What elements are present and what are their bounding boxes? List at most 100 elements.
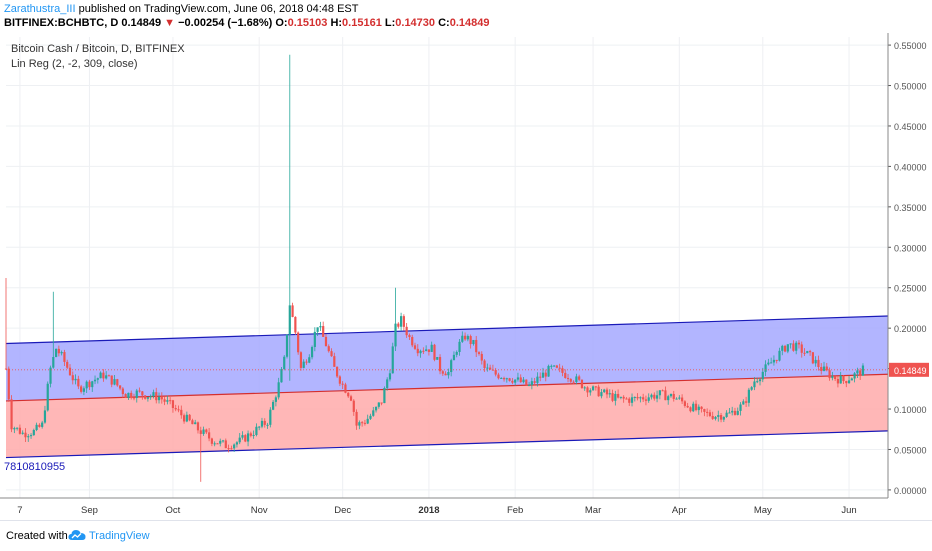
candle-body bbox=[102, 372, 105, 379]
candle-body bbox=[63, 352, 66, 362]
candle-body bbox=[135, 390, 138, 399]
candle-body bbox=[758, 379, 762, 382]
close-value: 0.14849 bbox=[449, 17, 490, 29]
candle-body bbox=[795, 342, 798, 351]
candle-body bbox=[770, 362, 773, 364]
open-label: O: bbox=[275, 17, 288, 29]
x-tick-label: Jun bbox=[841, 505, 856, 516]
candle-body bbox=[319, 326, 322, 328]
candle-body bbox=[347, 392, 350, 397]
publish-text: published on TradingView.com, June 06, 2… bbox=[78, 3, 359, 15]
candle-body bbox=[466, 336, 469, 340]
candle-body bbox=[205, 429, 208, 433]
candle-body bbox=[850, 378, 853, 381]
candle-body bbox=[753, 381, 756, 388]
candle-body bbox=[725, 412, 728, 417]
x-tick-label: 7 bbox=[17, 505, 22, 516]
candle-body bbox=[324, 336, 328, 347]
candle-body bbox=[399, 316, 403, 327]
candle-body bbox=[221, 440, 225, 442]
author-link[interactable]: Zarathustra_III bbox=[4, 3, 76, 15]
candle-body bbox=[333, 356, 336, 367]
candle-body bbox=[461, 335, 464, 342]
candle-body bbox=[18, 427, 22, 434]
candle-body bbox=[597, 386, 600, 397]
y-tick-label: 0.55000 bbox=[894, 41, 927, 51]
open-value: 0.15103 bbox=[287, 17, 328, 29]
candle-body bbox=[107, 375, 111, 377]
candle-body bbox=[269, 409, 272, 425]
candle-body bbox=[580, 379, 584, 389]
chart-legend: Bitcoin Cash / Bitcoin, D, BITFINEX Lin … bbox=[11, 42, 185, 72]
candle-body bbox=[113, 379, 116, 385]
candle-body bbox=[472, 339, 475, 345]
legend-title: Bitcoin Cash / Bitcoin, D, BITFINEX bbox=[11, 43, 185, 55]
x-tick-label: Apr bbox=[672, 505, 687, 516]
candle-body bbox=[316, 327, 319, 332]
candle-body bbox=[775, 359, 778, 361]
candle-body bbox=[533, 381, 536, 383]
candle-body bbox=[374, 406, 378, 411]
candle-body bbox=[781, 345, 784, 351]
candle-body bbox=[7, 368, 10, 400]
candle-body bbox=[416, 348, 419, 354]
candle-body bbox=[68, 367, 72, 376]
candle-body bbox=[853, 373, 856, 379]
tradingview-cloud-icon[interactable] bbox=[68, 529, 86, 541]
candle-body bbox=[310, 346, 314, 358]
candle-body bbox=[138, 390, 141, 392]
candle-body bbox=[700, 406, 703, 410]
regression-channel bbox=[5, 315, 889, 459]
candle-body bbox=[739, 404, 742, 411]
candle-body bbox=[861, 365, 865, 376]
y-tick-label: 0.40000 bbox=[894, 162, 927, 172]
candle-body bbox=[52, 357, 55, 368]
candle-body bbox=[650, 394, 653, 398]
candle-body bbox=[483, 360, 486, 369]
candle-body bbox=[603, 389, 606, 393]
y-tick-label: 0.50000 bbox=[894, 82, 927, 92]
candle-body bbox=[831, 376, 834, 379]
tradingview-brand[interactable]: TradingView bbox=[89, 530, 150, 542]
candle-body bbox=[433, 344, 436, 360]
candle-body bbox=[386, 379, 389, 388]
candle-body bbox=[182, 415, 186, 422]
candle-body bbox=[38, 424, 41, 427]
candle-body bbox=[274, 397, 277, 402]
candle-body bbox=[363, 422, 367, 424]
candle-body bbox=[839, 375, 842, 384]
candle-body bbox=[564, 372, 567, 378]
candle-body bbox=[249, 433, 252, 436]
low-value: 0.14730 bbox=[395, 17, 436, 29]
candle-body bbox=[358, 422, 361, 426]
candle-body bbox=[463, 335, 467, 340]
candle-body bbox=[160, 396, 163, 400]
candle-body bbox=[834, 376, 837, 380]
candle-body bbox=[202, 429, 205, 434]
candle-body bbox=[589, 390, 592, 393]
candle-body bbox=[144, 395, 147, 399]
y-tick-label: 0.05000 bbox=[894, 445, 927, 455]
candle-body bbox=[422, 350, 425, 352]
down-arrow-icon: ▼ bbox=[164, 17, 176, 29]
candle-body bbox=[591, 386, 595, 391]
candle-body bbox=[380, 402, 383, 404]
candle-body bbox=[745, 401, 748, 403]
candle-body bbox=[402, 316, 405, 327]
candle-body bbox=[539, 376, 542, 378]
candle-body bbox=[806, 351, 809, 354]
candle-body bbox=[427, 349, 431, 352]
price-chart[interactable]: 0.000000.050000.100000.150000.200000.250… bbox=[0, 33, 932, 520]
candle-body bbox=[127, 392, 130, 399]
candle-body bbox=[46, 383, 49, 411]
legend-indicator[interactable]: Lin Reg (2, -2, 309, close) bbox=[11, 58, 138, 70]
candle-body bbox=[633, 396, 636, 398]
candle-body bbox=[391, 346, 394, 374]
candle-body bbox=[694, 403, 698, 411]
candle-body bbox=[252, 434, 255, 436]
candle-body bbox=[169, 400, 172, 402]
candle-body bbox=[196, 422, 200, 431]
candle-body bbox=[171, 400, 175, 408]
candle-body bbox=[600, 392, 603, 397]
candle-body bbox=[736, 410, 739, 415]
